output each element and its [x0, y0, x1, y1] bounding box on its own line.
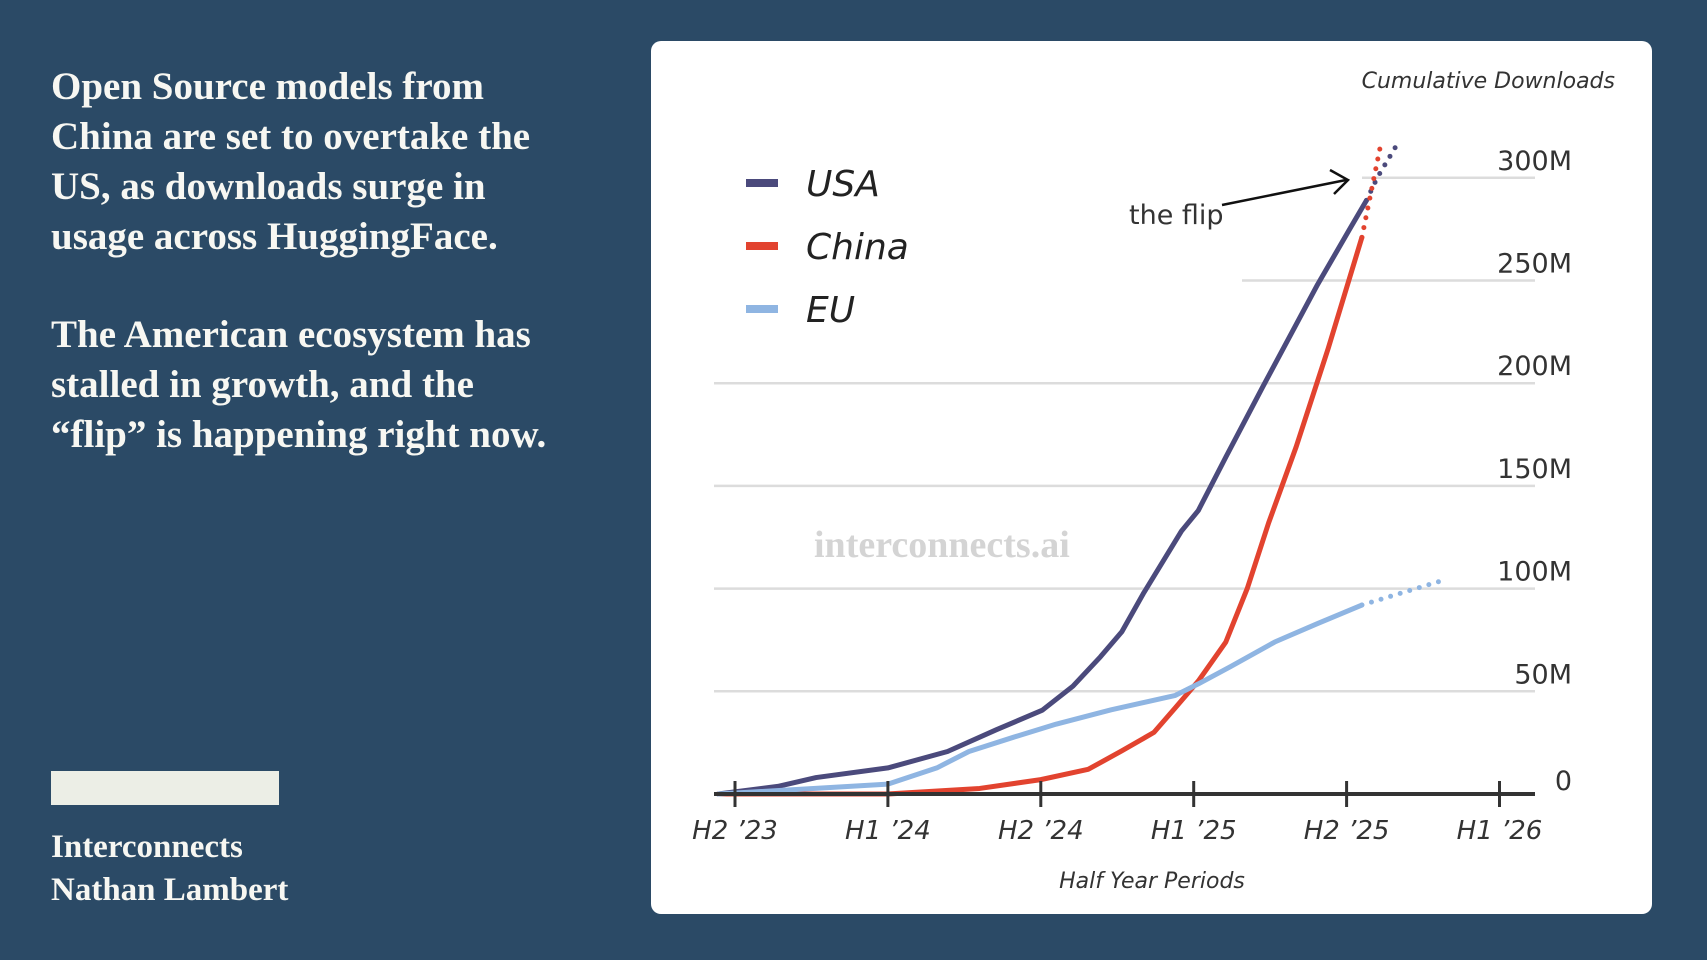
watermark: interconnects.ai — [814, 524, 1070, 566]
x-tick-label: H1 ’24 — [845, 816, 931, 846]
series-projection-usa — [1363, 144, 1399, 203]
headline-paragraph-2: The American ecosystem has stalled in gr… — [51, 313, 547, 456]
y-tick-label: 200M — [1497, 351, 1572, 382]
series-line-china — [715, 234, 1365, 797]
y-tick-label: 300M — [1497, 146, 1572, 177]
series-projection-eu — [1359, 577, 1446, 608]
x-axis-title: Half Year Periods — [1059, 869, 1245, 894]
y-tick-label: 0 — [1555, 766, 1572, 797]
series-line-usa — [715, 197, 1369, 797]
headline: Open Source models from China are set to… — [51, 62, 571, 508]
legend-label-china: China — [806, 227, 909, 268]
y-tick-label: 50M — [1514, 659, 1572, 690]
y-tick-label: 250M — [1497, 249, 1572, 280]
author-name: Nathan Lambert — [51, 872, 289, 908]
chart-card — [651, 41, 1652, 914]
legend-label-eu: EU — [806, 290, 855, 331]
annotation-text: the flip — [1129, 200, 1224, 231]
y-axis-title: Cumulative Downloads — [1362, 69, 1615, 94]
x-tick-label: H1 ’26 — [1457, 816, 1543, 846]
annotation-arrow — [1221, 168, 1351, 207]
x-tick-label: H2 ’24 — [998, 816, 1084, 846]
x-tick-label: H2 ’25 — [1304, 816, 1390, 846]
x-tick-label: H2 ’23 — [692, 816, 778, 846]
byline: Interconnects Nathan Lambert — [51, 826, 288, 912]
publication-name: Interconnects — [51, 829, 243, 865]
y-tick-label: 100M — [1497, 557, 1572, 588]
headline-paragraph-1: Open Source models from China are set to… — [51, 65, 531, 258]
decorative-bar — [51, 771, 279, 805]
y-tick-label: 150M — [1497, 454, 1572, 485]
x-tick-label: H1 ’25 — [1151, 816, 1237, 846]
series-line-eu — [715, 602, 1365, 797]
legend-label-usa: USA — [806, 164, 880, 205]
